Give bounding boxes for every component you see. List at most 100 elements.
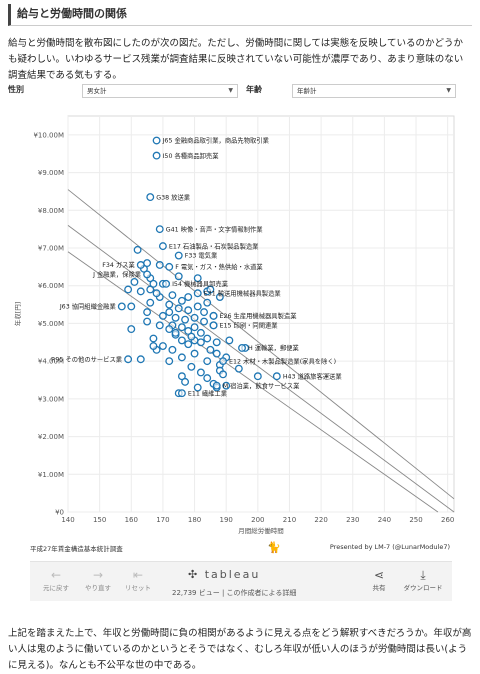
view-count-link[interactable]: 22,739 ビュー | この作成者による詳細 bbox=[172, 589, 297, 597]
data-point[interactable] bbox=[190, 313, 199, 322]
data-point[interactable] bbox=[196, 328, 205, 337]
data-point[interactable] bbox=[184, 293, 193, 301]
data-point[interactable] bbox=[143, 259, 152, 268]
data-point[interactable] bbox=[212, 381, 221, 390]
data-point[interactable] bbox=[152, 289, 161, 298]
data-point[interactable] bbox=[190, 323, 199, 332]
data-point[interactable] bbox=[117, 302, 126, 311]
data-point[interactable] bbox=[212, 338, 221, 347]
gender-select[interactable]: 男女計 ▼ bbox=[82, 84, 238, 98]
data-point[interactable] bbox=[187, 332, 196, 341]
data-point[interactable] bbox=[193, 289, 202, 298]
share-button[interactable]: ⋖ 共有 bbox=[366, 568, 392, 592]
data-point[interactable] bbox=[203, 334, 212, 343]
data-point[interactable] bbox=[174, 304, 183, 313]
data-point[interactable] bbox=[193, 274, 202, 283]
data-point[interactable] bbox=[203, 374, 212, 383]
data-point[interactable] bbox=[203, 357, 212, 366]
data-point[interactable] bbox=[158, 311, 167, 320]
data-point[interactable] bbox=[187, 362, 196, 371]
data-point[interactable] bbox=[136, 355, 145, 364]
data-point[interactable] bbox=[124, 355, 133, 364]
data-point[interactable] bbox=[130, 277, 139, 286]
data-point[interactable] bbox=[272, 372, 281, 381]
data-point[interactable] bbox=[222, 381, 231, 390]
data-point[interactable] bbox=[162, 279, 171, 288]
data-point[interactable] bbox=[127, 302, 136, 311]
data-point[interactable] bbox=[184, 340, 193, 349]
data-point[interactable] bbox=[253, 372, 262, 381]
data-point[interactable] bbox=[193, 302, 202, 311]
data-point[interactable] bbox=[181, 315, 190, 324]
data-point[interactable] bbox=[143, 270, 152, 279]
undo-icon: ← bbox=[50, 568, 62, 582]
data-point[interactable] bbox=[177, 296, 186, 305]
data-point[interactable] bbox=[196, 338, 205, 347]
data-point[interactable] bbox=[212, 349, 221, 358]
data-point[interactable] bbox=[174, 272, 183, 281]
data-point[interactable] bbox=[133, 245, 142, 254]
data-point[interactable] bbox=[168, 291, 177, 300]
data-point[interactable] bbox=[149, 334, 158, 343]
data-point[interactable] bbox=[225, 336, 234, 345]
data-point[interactable] bbox=[146, 285, 155, 294]
x-tick-label: 250 bbox=[409, 516, 422, 524]
data-point[interactable] bbox=[136, 261, 145, 269]
data-point[interactable] bbox=[165, 325, 174, 334]
data-point[interactable] bbox=[238, 343, 246, 352]
data-point[interactable] bbox=[146, 193, 155, 202]
data-point[interactable] bbox=[149, 342, 158, 351]
redo-button[interactable]: → やり直す bbox=[80, 568, 116, 592]
data-point[interactable] bbox=[209, 321, 218, 330]
data-point[interactable] bbox=[200, 317, 208, 326]
data-point[interactable] bbox=[209, 311, 218, 320]
data-point[interactable] bbox=[168, 345, 177, 354]
data-point[interactable] bbox=[219, 357, 227, 366]
data-point[interactable] bbox=[177, 323, 186, 332]
data-point[interactable] bbox=[158, 242, 167, 251]
y-tick-label: ¥5.00M bbox=[38, 320, 64, 328]
download-button[interactable]: ⤓ ダウンロード bbox=[400, 568, 446, 592]
trend-line bbox=[67, 189, 455, 500]
reset-button[interactable]: ⇤ リセット bbox=[120, 568, 156, 592]
scatter-chart[interactable]: J65 金融商品取引業，商品先物取引業 I50 各種商品卸売業 G38 放送業 G41… bbox=[8, 104, 472, 544]
data-point[interactable] bbox=[177, 336, 186, 345]
data-point[interactable] bbox=[155, 321, 164, 330]
data-point[interactable] bbox=[165, 357, 174, 366]
data-point[interactable] bbox=[155, 225, 164, 234]
data-point[interactable] bbox=[165, 262, 174, 271]
data-point[interactable] bbox=[136, 287, 145, 296]
data-point[interactable] bbox=[124, 285, 133, 294]
tableau-logo[interactable]: ✣ tableau bbox=[188, 568, 260, 581]
data-point[interactable] bbox=[155, 261, 164, 269]
data-point[interactable] bbox=[193, 383, 202, 392]
data-point[interactable] bbox=[158, 342, 167, 351]
data-point[interactable] bbox=[143, 317, 152, 326]
data-point[interactable] bbox=[219, 370, 227, 379]
data-point[interactable] bbox=[127, 325, 136, 334]
data-point[interactable] bbox=[177, 353, 186, 362]
data-point[interactable] bbox=[171, 328, 180, 337]
data-point[interactable] bbox=[165, 300, 174, 309]
age-select[interactable]: 年齢計 ▼ bbox=[292, 84, 456, 98]
data-point[interactable] bbox=[174, 251, 183, 260]
data-point[interactable] bbox=[181, 377, 190, 386]
scatter-plot-svg[interactable]: J65 金融商品取引業，商品先物取引業 I50 各種商品卸売業 G38 放送業 G41… bbox=[8, 104, 472, 544]
data-point[interactable] bbox=[152, 136, 161, 145]
data-point[interactable] bbox=[215, 293, 224, 301]
data-point[interactable] bbox=[165, 308, 174, 317]
data-point[interactable] bbox=[184, 306, 193, 315]
data-point[interactable] bbox=[171, 313, 180, 322]
data-point[interactable] bbox=[143, 308, 152, 317]
data-point[interactable] bbox=[234, 364, 243, 373]
data-point[interactable] bbox=[146, 298, 155, 307]
data-point[interactable] bbox=[206, 285, 215, 294]
undo-button[interactable]: ← 元に戻す bbox=[38, 568, 74, 592]
data-point[interactable] bbox=[203, 298, 212, 307]
data-point[interactable] bbox=[196, 368, 205, 377]
data-point[interactable] bbox=[190, 349, 199, 358]
data-point[interactable] bbox=[177, 389, 186, 398]
data-point[interactable] bbox=[206, 345, 215, 354]
data-point[interactable] bbox=[152, 151, 161, 160]
data-point[interactable] bbox=[200, 308, 208, 317]
